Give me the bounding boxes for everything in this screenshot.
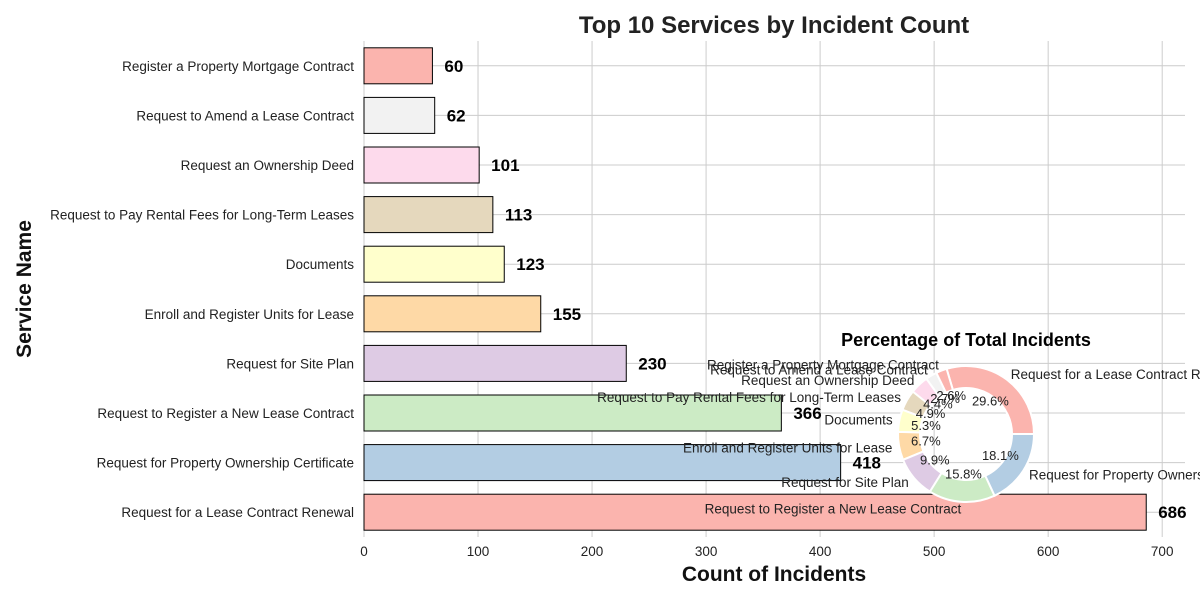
bar bbox=[363, 96, 436, 134]
y-tick-labels: Request for a Lease Contract Renewal Requ… bbox=[50, 59, 354, 520]
y-tick-label: Request to Register a New Lease Contract bbox=[97, 406, 354, 421]
donut-chart bbox=[897, 365, 1036, 503]
x-tick-labels: 0 100 200 300 400 500 600 700 bbox=[360, 544, 1173, 559]
bar-value-label: 366 bbox=[793, 404, 821, 423]
bar bbox=[363, 295, 542, 333]
y-tick-label: Request an Ownership Deed bbox=[181, 158, 354, 173]
bar bbox=[363, 146, 480, 184]
x-tick-label: 200 bbox=[581, 544, 604, 559]
donut-percent-label: 5.3% bbox=[911, 418, 941, 433]
y-tick-label: Documents bbox=[286, 257, 355, 272]
donut-percent-label: 29.6% bbox=[972, 393, 1009, 408]
donut-percent-label: 15.8% bbox=[945, 467, 982, 482]
donut-category-label: Request for a Lease Contract Renewal bbox=[1011, 367, 1200, 382]
donut-category-label: Request for Property Ownership Certifica… bbox=[1029, 467, 1200, 482]
donut-category-label: Request for Site Plan bbox=[781, 475, 909, 490]
donut-percent-label: 2.6% bbox=[936, 388, 966, 403]
bar-value-label: 155 bbox=[553, 305, 581, 324]
donut-percent-label: 6.7% bbox=[911, 433, 941, 448]
bar-value-label: 60 bbox=[444, 57, 463, 76]
bar bbox=[363, 444, 842, 482]
bar bbox=[363, 344, 627, 382]
donut-category-label: Register a Property Mortgage Contract bbox=[707, 357, 939, 372]
y-tick-label: Request for a Lease Contract Renewal bbox=[121, 505, 354, 520]
donut-category-label: Request to Pay Rental Fees for Long-Term… bbox=[597, 390, 901, 405]
x-axis-title: Count of Incidents bbox=[682, 563, 866, 586]
x-tick-label: 600 bbox=[1037, 544, 1060, 559]
bar-value-label: 686 bbox=[1158, 503, 1186, 522]
bar-value-label: 418 bbox=[853, 454, 881, 473]
y-tick-label: Request for Site Plan bbox=[226, 356, 354, 371]
bar bbox=[363, 47, 433, 85]
donut-percent-label: 4.4% bbox=[923, 396, 953, 411]
bar-chart-title: Top 10 Services by Incident Count bbox=[579, 12, 969, 39]
bar-value-label: 113 bbox=[505, 206, 532, 225]
x-tick-label: 0 bbox=[360, 544, 368, 559]
donut-category-label: Request an Ownership Deed bbox=[741, 373, 914, 388]
x-tick-label: 500 bbox=[923, 544, 946, 559]
y-tick-label: Register a Property Mortgage Contract bbox=[122, 59, 354, 74]
bar bbox=[363, 394, 782, 432]
donut-percent-label: 18.1% bbox=[982, 448, 1019, 463]
donut-percent-label: 9.9% bbox=[920, 452, 950, 467]
y-axis-title: Service Name bbox=[13, 220, 36, 358]
donut-category-label: Request to Register a New Lease Contract bbox=[705, 502, 962, 517]
x-tick-label: 100 bbox=[467, 544, 490, 559]
donut-category-label: Enroll and Register Units for Lease bbox=[683, 440, 892, 455]
bar-value-label: 62 bbox=[447, 106, 466, 125]
bar-value-labels: 686 418 366 230 155 123 113 101 62 60 bbox=[444, 57, 1186, 522]
x-tick-label: 700 bbox=[1151, 544, 1174, 559]
bar-value-label: 101 bbox=[491, 156, 519, 175]
x-tick-label: 400 bbox=[809, 544, 832, 559]
donut-category-label: Documents bbox=[824, 412, 893, 427]
y-tick-label: Enroll and Register Units for Lease bbox=[145, 307, 354, 322]
y-tick-label: Request for Property Ownership Certifica… bbox=[97, 456, 354, 471]
donut-labels: 29.6%Request for a Lease Contract Renewa… bbox=[597, 357, 1200, 516]
pie-chart-title: Percentage of Total Incidents bbox=[841, 330, 1091, 350]
donut-percent-label: 2.7% bbox=[930, 391, 960, 406]
y-tick-label: Request to Pay Rental Fees for Long-Term… bbox=[50, 208, 354, 223]
bar bbox=[363, 493, 1147, 531]
bar-value-label: 123 bbox=[516, 255, 544, 274]
bars bbox=[363, 47, 1147, 531]
bar bbox=[363, 196, 494, 234]
donut-category-label: Request to Amend a Lease Contract bbox=[710, 363, 928, 378]
donut-slice bbox=[983, 433, 1036, 498]
y-tick-label: Request to Amend a Lease Contract bbox=[136, 108, 354, 123]
bar-value-label: 230 bbox=[638, 354, 666, 373]
bar bbox=[363, 245, 505, 283]
x-tick-label: 300 bbox=[695, 544, 718, 559]
donut-percent-label: 4.9% bbox=[916, 406, 946, 421]
